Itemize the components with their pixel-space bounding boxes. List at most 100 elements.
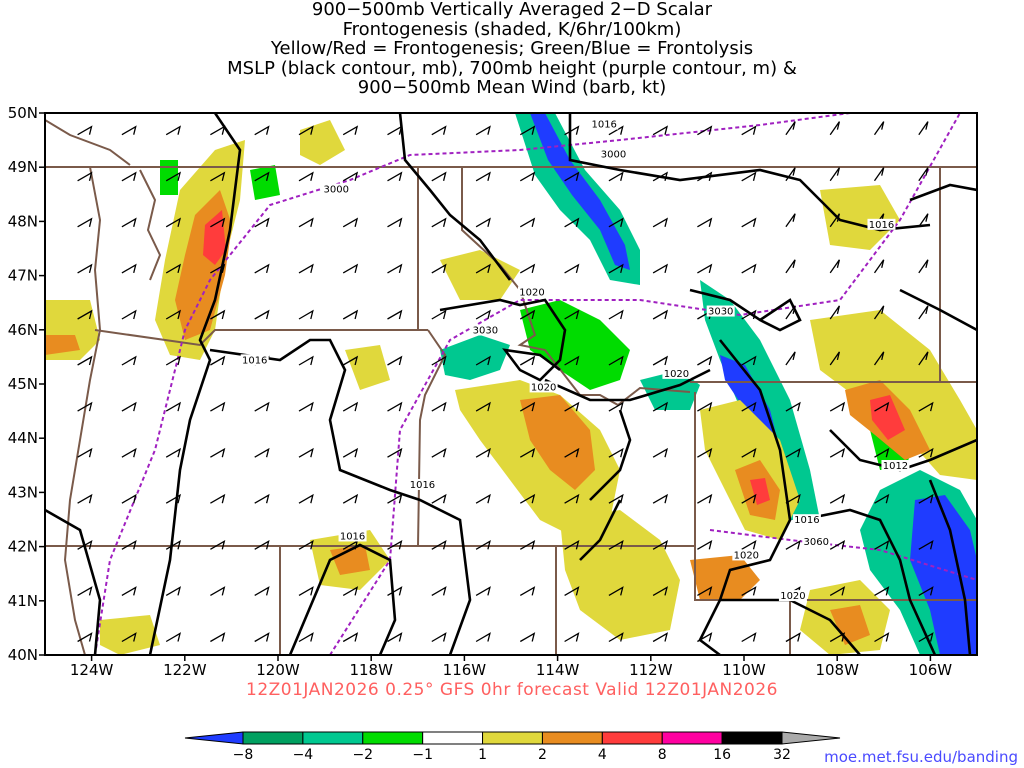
wind-barb — [785, 351, 796, 366]
frontolysis-core-se — [910, 495, 977, 655]
frontogenesis-id-north — [440, 250, 520, 300]
wind-barb — [564, 539, 580, 550]
mslp-1020-mt — [689, 288, 802, 332]
lon-label: 122W — [163, 661, 207, 679]
wind-barb — [431, 263, 447, 274]
wind-barb — [873, 167, 885, 182]
wind-barb — [210, 586, 226, 596]
wind-barb — [652, 632, 669, 643]
mslp-1016-east — [209, 338, 472, 655]
lon-label: 116W — [443, 661, 487, 679]
wind-barb — [697, 401, 713, 412]
wind-barb — [431, 586, 447, 596]
state-borders — [45, 119, 977, 655]
hgt-3000 — [94, 113, 851, 655]
wind-barb — [121, 586, 137, 596]
wind-barb — [475, 217, 491, 228]
wind-barb — [519, 125, 536, 136]
wind-barb — [785, 401, 801, 412]
wind-barb — [165, 447, 182, 458]
height-label: 3030 — [708, 307, 733, 318]
wind-barb — [829, 401, 846, 412]
frontogenesis-utah — [560, 510, 680, 640]
wind-barb — [431, 539, 447, 550]
wind-barb — [697, 632, 713, 643]
wind-barb — [254, 263, 270, 274]
wind-barb — [77, 586, 93, 596]
wind-barb — [918, 493, 934, 504]
wind-barb — [564, 586, 580, 596]
frontogenesis-mt-east-red — [870, 395, 905, 440]
colorbar-labels: −8 −4 −2 −1 1 2 4 8 16 32 — [233, 747, 791, 763]
frontogenesis-nd — [820, 185, 900, 250]
lat-label: 48N — [8, 212, 38, 230]
wind-barb — [431, 309, 447, 320]
wind-barb — [475, 586, 491, 596]
wind-barb — [608, 401, 624, 412]
lat-label: 47N — [8, 267, 38, 285]
credit-link[interactable]: moe.met.fsu.edu/banding — [824, 748, 1018, 766]
wind-barb — [121, 493, 137, 504]
wind-barb — [918, 305, 929, 320]
mslp-label: 1016 — [410, 480, 435, 491]
wind-barb — [697, 263, 713, 274]
wind-barb — [564, 309, 580, 320]
wind-barb — [298, 632, 314, 643]
colorbar-label: 32 — [773, 747, 791, 763]
mslp-label: 1020 — [531, 382, 556, 393]
wind-barb — [298, 217, 314, 228]
wind-barb — [829, 351, 841, 366]
wind-barb — [829, 213, 841, 228]
wind-barb — [254, 401, 270, 412]
wind-barb — [519, 401, 536, 412]
wind-barb — [652, 217, 669, 228]
wind-barb — [785, 167, 796, 182]
wind-barb — [298, 125, 314, 136]
wind-barb — [829, 447, 846, 458]
wind-barb — [165, 309, 182, 320]
wind-barb — [652, 355, 669, 366]
wind-barb — [342, 263, 359, 274]
wind-barb — [918, 121, 929, 136]
title-line-3: Yellow/Red = Frontogenesis; Green/Blue =… — [270, 38, 754, 59]
lat-label: 41N — [8, 592, 38, 610]
wind-barb — [697, 586, 713, 596]
mslp-label-bg — [517, 286, 546, 298]
wind-barb — [298, 493, 314, 504]
wind-barb — [121, 447, 137, 458]
wind-barb — [431, 355, 447, 366]
frontogenesis-wy-band-red — [750, 478, 770, 505]
wind-barb — [431, 171, 447, 182]
wind-barb — [874, 586, 890, 596]
wind-barb — [652, 125, 669, 136]
wind-barb — [918, 632, 934, 643]
wind-barb — [829, 586, 846, 596]
wind-barb — [519, 586, 536, 596]
wind-barb — [77, 217, 93, 228]
wind-barb — [77, 493, 93, 504]
wind-barb — [77, 263, 93, 274]
wind-barb — [77, 401, 93, 412]
mslp-1020-ut2 — [579, 499, 622, 561]
wind-barb — [387, 401, 403, 412]
vancouver-island — [45, 119, 131, 166]
wind-barb — [918, 351, 929, 366]
wind-barb — [608, 632, 624, 643]
lon-label: 106W — [909, 661, 953, 679]
wind-barb — [785, 305, 796, 320]
wind-barb — [873, 351, 885, 366]
colorbar-label: −8 — [233, 747, 254, 763]
mslp-label-bg — [662, 367, 691, 379]
height-label: 3000 — [601, 149, 626, 160]
axis-ticks — [39, 112, 932, 661]
wind-barb — [873, 121, 885, 136]
wind-barb — [210, 632, 226, 643]
lat-label: 42N — [8, 538, 38, 556]
mslp-label: 1020 — [780, 591, 805, 602]
wind-barb — [608, 493, 624, 504]
frontogenesis-sd-or — [830, 605, 870, 645]
wind-barb — [741, 125, 757, 136]
wind-barb — [387, 309, 403, 320]
wind-barb — [741, 263, 757, 274]
wind-barb — [829, 493, 846, 504]
